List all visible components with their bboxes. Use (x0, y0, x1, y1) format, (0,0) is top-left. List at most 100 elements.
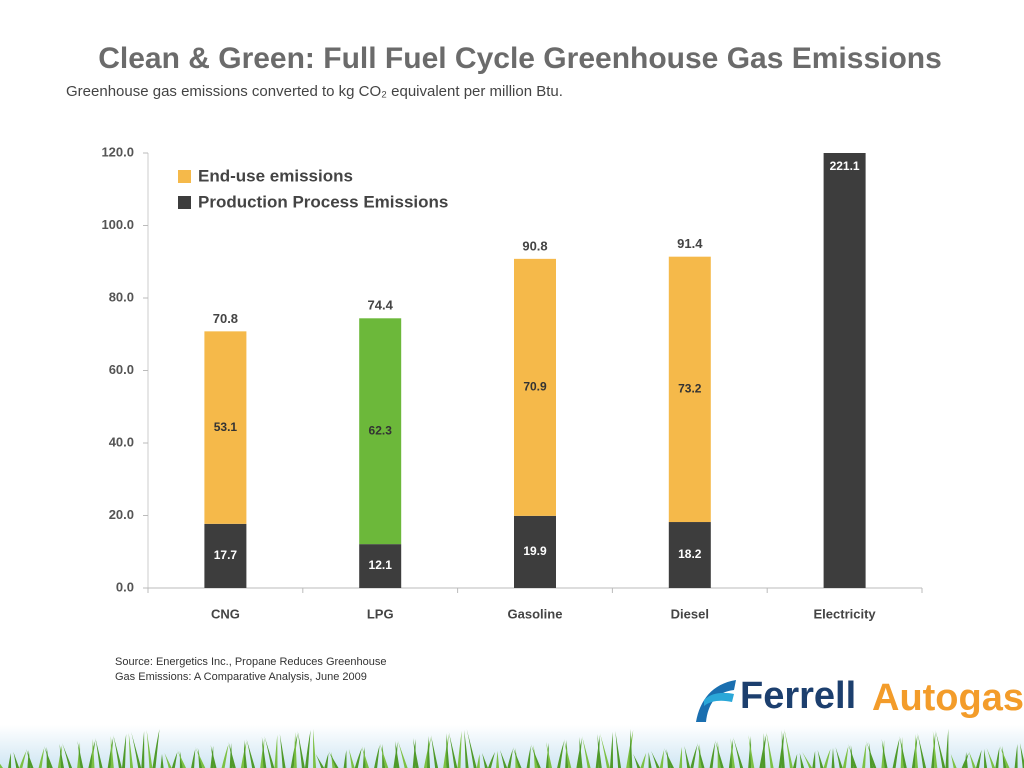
grass-blade (778, 731, 785, 768)
y-tick-label: 40.0 (109, 434, 134, 449)
grass-blade (762, 733, 766, 768)
grass-blade (709, 742, 716, 768)
grass-blade (615, 731, 622, 768)
data-label: 73.2 (678, 382, 702, 396)
grass-blade (328, 751, 339, 768)
grass-blade (95, 738, 103, 768)
grass-blade (261, 737, 267, 768)
grass-blade (152, 729, 160, 768)
grass-blade (968, 751, 976, 768)
legend-swatch (178, 196, 191, 209)
grass-blade (629, 729, 633, 768)
data-label: 17.7 (214, 548, 238, 562)
grass-blade (274, 735, 278, 768)
grass-blade (507, 749, 513, 768)
grass-blade (530, 744, 541, 768)
bar-segment (668, 256, 711, 523)
grass-blade (240, 741, 247, 768)
grass-blade (802, 752, 813, 768)
grass-blade (679, 747, 683, 768)
grass-blade (976, 750, 982, 768)
grass-blade (610, 732, 613, 768)
grass-blade (246, 739, 256, 768)
grass-blade (88, 740, 96, 768)
x-tick-label: Diesel (671, 606, 709, 621)
grass-blade (781, 730, 785, 768)
grass-blade (374, 745, 380, 768)
grass-blade (379, 743, 389, 768)
grass-blade (862, 743, 867, 768)
total-label: 91.4 (677, 236, 703, 251)
bar-segment (204, 523, 247, 588)
x-tick-label: LPG (367, 606, 394, 621)
data-label: 53.1 (214, 420, 238, 434)
total-label: 70.8 (213, 311, 238, 326)
grass-blade (835, 747, 843, 768)
y-tick-label: 120.0 (101, 144, 134, 159)
grass-blade (793, 754, 798, 768)
grass-blade (599, 733, 610, 768)
grass-blade (293, 732, 297, 768)
grass-blade (500, 750, 508, 768)
grass-blade (866, 741, 877, 768)
grass-blade (848, 744, 857, 768)
grass-blade (177, 750, 186, 768)
grass-blade (690, 745, 698, 768)
grass-blade (26, 749, 34, 768)
grass-blade (564, 739, 572, 768)
grass (0, 729, 1024, 768)
total-label: 74.4 (368, 298, 394, 313)
y-tick-label: 0.0 (116, 579, 134, 594)
bar-segment (359, 544, 402, 588)
grass-blade (488, 752, 495, 768)
total-label: 90.8 (522, 238, 547, 253)
source-line: Source: Energetics Inc., Propane Reduces… (115, 656, 387, 668)
grass-blade (141, 731, 145, 768)
grass-blade (221, 744, 229, 768)
grass-blade (932, 731, 938, 768)
grass-blade (343, 750, 347, 768)
grass-blade (423, 737, 431, 768)
grass-blade (476, 754, 480, 768)
grass-blade (191, 749, 196, 768)
grass-blade (961, 753, 969, 768)
grass-blade (457, 731, 462, 768)
grass-blade (395, 741, 400, 768)
grass-blade (448, 732, 458, 768)
grass-blade (264, 736, 275, 768)
data-label: 18.2 (678, 547, 702, 561)
grass-blade (1014, 744, 1018, 768)
data-label: 221.1 (830, 159, 860, 173)
legend-swatch (178, 170, 191, 183)
grass-blade (496, 751, 500, 768)
grass-blade (759, 734, 767, 768)
bar-segment (823, 153, 866, 588)
grass-blade (122, 734, 127, 768)
y-tick-label: 100.0 (101, 217, 134, 232)
grass-blade (995, 747, 1000, 768)
grass-blade (579, 737, 583, 768)
x-tick-label: CNG (211, 606, 240, 621)
grass-blade (128, 733, 134, 768)
grass-blade (831, 748, 835, 768)
grass-blade (545, 743, 549, 768)
grass-blade (684, 746, 691, 768)
logo-text: Autogas (872, 677, 1024, 719)
grass-blade (748, 736, 752, 768)
grass-blade (210, 746, 214, 768)
grass-blade (626, 730, 634, 768)
grass-blade (576, 738, 582, 768)
grass-blade (633, 754, 641, 768)
grass-blade (899, 736, 907, 768)
grass-blade (945, 729, 949, 768)
grass-blade (648, 752, 652, 768)
grass-blade (715, 740, 724, 768)
grass-blade (443, 734, 449, 768)
grass-blade (427, 736, 430, 768)
source-line: Gas Emissions: A Comparative Analysis, J… (115, 671, 367, 683)
grass-blade (512, 747, 522, 768)
grass-blade (917, 733, 927, 768)
grass-blade (324, 753, 329, 768)
grass-blade (986, 748, 996, 768)
